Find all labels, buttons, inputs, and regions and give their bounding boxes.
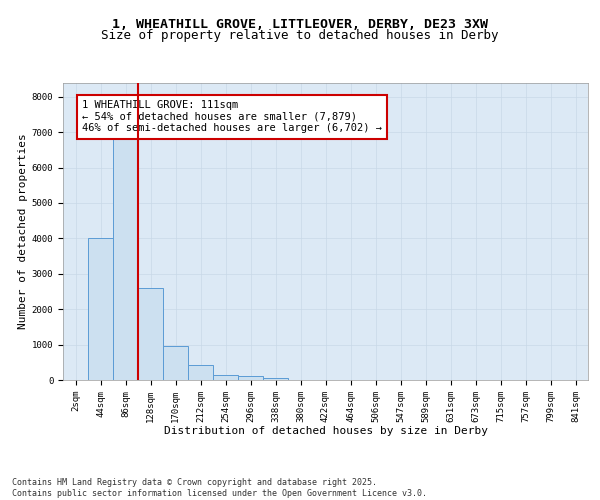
Bar bbox=[113, 114, 138, 380]
Bar bbox=[163, 346, 188, 380]
Text: 1 WHEATHILL GROVE: 111sqm
← 54% of detached houses are smaller (7,879)
46% of se: 1 WHEATHILL GROVE: 111sqm ← 54% of detac… bbox=[82, 100, 382, 134]
Text: 1, WHEATHILL GROVE, LITTLEOVER, DERBY, DE23 3XW: 1, WHEATHILL GROVE, LITTLEOVER, DERBY, D… bbox=[112, 18, 488, 30]
Bar bbox=[188, 365, 213, 380]
Bar bbox=[238, 376, 263, 380]
Text: Contains HM Land Registry data © Crown copyright and database right 2025.
Contai: Contains HM Land Registry data © Crown c… bbox=[12, 478, 427, 498]
Y-axis label: Number of detached properties: Number of detached properties bbox=[17, 134, 28, 329]
Bar bbox=[138, 288, 163, 380]
Bar bbox=[213, 374, 238, 380]
Text: Size of property relative to detached houses in Derby: Size of property relative to detached ho… bbox=[101, 29, 499, 42]
Bar bbox=[263, 378, 288, 380]
Bar bbox=[88, 238, 113, 380]
X-axis label: Distribution of detached houses by size in Derby: Distribution of detached houses by size … bbox=[163, 426, 487, 436]
